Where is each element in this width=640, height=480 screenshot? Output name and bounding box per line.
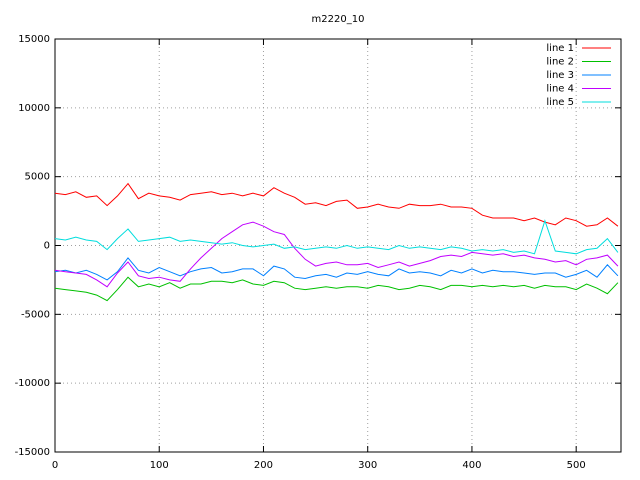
plot-border	[54, 38, 622, 453]
series-line	[54, 257, 619, 281]
x-tick-label: 0	[52, 460, 58, 471]
legend-label: line 5	[546, 97, 574, 108]
series-line	[54, 182, 619, 227]
y-tick-label: 0	[44, 241, 50, 252]
series-line	[54, 221, 619, 288]
legend-label: line 3	[546, 70, 574, 81]
y-tick-label: 15000	[18, 34, 50, 45]
legend-label: line 1	[546, 43, 574, 54]
y-tick-label: 5000	[25, 172, 50, 183]
x-tick-label: 500	[567, 460, 586, 471]
legend-label: line 2	[546, 57, 574, 68]
legend-label: line 4	[546, 84, 574, 95]
x-tick-label: 100	[150, 460, 169, 471]
y-tick-label: -5000	[21, 309, 50, 320]
y-tick-label: -10000	[15, 378, 50, 389]
x-tick-label: 200	[254, 460, 273, 471]
x-tick-label: 400	[462, 460, 481, 471]
series-line	[54, 219, 619, 255]
y-tick-label: -15000	[15, 447, 50, 458]
chart-title: m2220_10	[312, 14, 365, 25]
y-tick-label: 10000	[18, 103, 50, 114]
x-tick-label: 300	[358, 460, 377, 471]
series-line	[54, 276, 619, 302]
